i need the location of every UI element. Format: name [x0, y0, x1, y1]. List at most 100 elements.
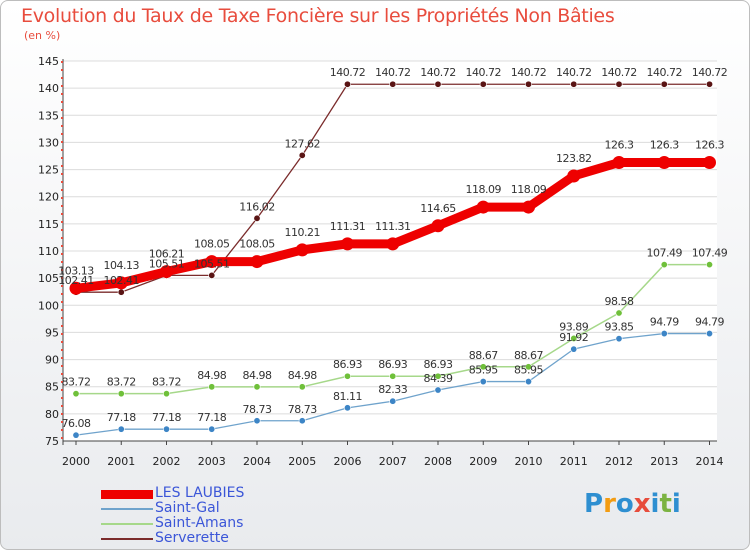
data-point [389, 372, 397, 380]
data-point [434, 386, 442, 394]
data-label: 88.67 [469, 349, 498, 362]
data-label: 111.31 [330, 220, 366, 233]
data-label: 140.72 [601, 66, 637, 79]
data-point [389, 397, 397, 405]
data-label: 85.95 [514, 364, 543, 377]
data-label: 84.39 [424, 372, 453, 385]
x-tick-label: 2003 [198, 455, 226, 468]
data-label: 102.41 [104, 274, 140, 287]
data-label: 110.21 [285, 226, 321, 239]
data-point [343, 404, 351, 412]
data-point [298, 151, 306, 159]
data-label: 91.92 [559, 331, 588, 344]
data-label: 83.72 [152, 376, 181, 389]
data-point [117, 425, 125, 433]
data-point [253, 417, 261, 425]
legend-swatch [101, 489, 153, 499]
legend-swatch [101, 508, 153, 510]
data-point [341, 237, 354, 251]
data-point [570, 345, 578, 353]
data-label: 108.05 [194, 238, 230, 251]
data-point [343, 80, 351, 88]
logo-letter: o [615, 489, 634, 519]
legend-label: Saint-Gal [155, 500, 220, 516]
y-tick-label: 90 [45, 354, 59, 367]
data-point [479, 363, 487, 371]
logo-letter: P [584, 489, 604, 519]
y-tick-label: 135 [38, 109, 59, 122]
y-tick-label: 140 [38, 82, 59, 95]
data-point [570, 80, 578, 88]
data-point [615, 335, 623, 343]
data-label: 107.49 [692, 247, 728, 260]
data-point [431, 219, 445, 233]
data-point [117, 390, 125, 398]
data-label: 77.18 [152, 411, 181, 424]
x-tick-label: 2006 [334, 455, 362, 468]
data-point [660, 80, 668, 88]
y-tick-label: 110 [38, 245, 59, 258]
data-label: 140.72 [647, 66, 683, 79]
data-label: 105.51 [149, 257, 185, 270]
data-point [615, 80, 623, 88]
data-label: 102.41 [58, 274, 94, 287]
y-tick-label: 85 [45, 381, 59, 394]
data-point [163, 425, 171, 433]
data-label: 106.21 [149, 248, 185, 261]
logo-letter: x [633, 489, 651, 519]
data-point [117, 288, 125, 296]
y-tick-label: 75 [45, 435, 59, 448]
x-tick-label: 2011 [560, 455, 588, 468]
data-label: 140.72 [330, 66, 366, 79]
x-tick-label: 2002 [153, 455, 181, 468]
x-tick-label: 2004 [243, 455, 271, 468]
data-label: 77.18 [107, 411, 136, 424]
x-tick-label: 2009 [469, 455, 497, 468]
data-label: 105.51 [194, 257, 230, 270]
legend-label: Serverette [155, 530, 229, 546]
data-point [434, 80, 442, 88]
data-point [479, 80, 487, 88]
data-point [163, 390, 171, 398]
x-tick-label: 2008 [424, 455, 452, 468]
data-label: 118.09 [511, 183, 547, 196]
y-tick-label: 115 [38, 218, 59, 231]
data-label: 108.05 [239, 238, 275, 251]
data-label: 83.72 [62, 376, 91, 389]
legend-swatch [101, 523, 153, 525]
data-label: 104.13 [104, 259, 140, 272]
data-label: 86.93 [378, 358, 407, 371]
data-point [705, 330, 713, 338]
data-point [570, 334, 578, 342]
data-point [703, 156, 716, 170]
data-label: 81.11 [333, 390, 362, 403]
y-tick-label: 130 [38, 136, 59, 149]
data-label: 94.79 [695, 316, 724, 329]
data-label: 111.31 [375, 220, 411, 233]
data-point [69, 281, 83, 295]
data-point [612, 156, 626, 170]
data-label: 118.09 [466, 183, 502, 196]
data-label: 140.72 [511, 66, 547, 79]
data-label: 103.13 [58, 264, 94, 277]
data-label: 123.82 [556, 152, 592, 165]
data-point [386, 237, 400, 251]
logo-letter: i [671, 489, 681, 519]
data-label: 94.79 [650, 316, 679, 329]
unit-label: (en %) [24, 29, 61, 42]
x-tick-label: 2005 [288, 455, 316, 468]
data-label: 140.72 [466, 66, 502, 79]
data-point [660, 261, 668, 269]
logo-letter: t [659, 489, 672, 519]
data-label: 78.73 [288, 403, 317, 416]
data-point [253, 383, 261, 391]
data-label: 126.3 [695, 139, 724, 152]
data-label: 107.49 [647, 247, 683, 260]
data-point [660, 330, 668, 338]
data-point [298, 383, 306, 391]
data-label: 140.72 [420, 66, 456, 79]
data-label: 98.58 [605, 295, 634, 308]
data-point [567, 169, 581, 183]
legend-label: Saint-Amans [155, 515, 244, 531]
